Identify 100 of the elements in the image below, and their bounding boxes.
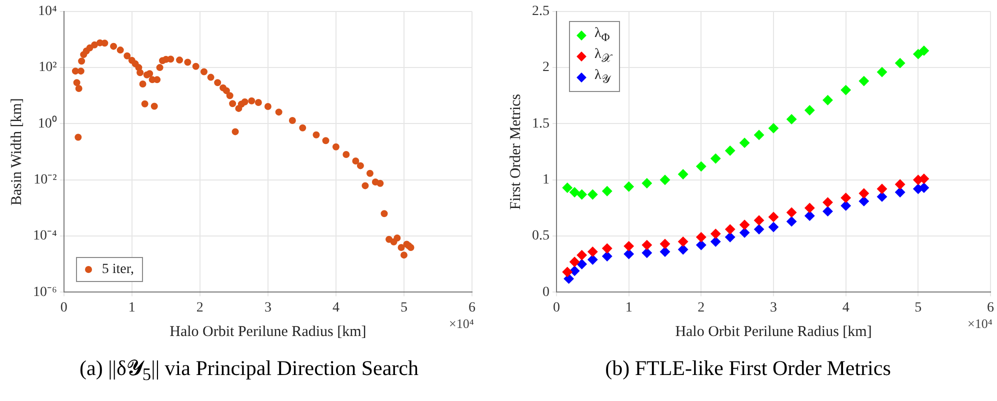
point [804,202,815,213]
legend-label: 5 iter, [102,261,134,278]
point [895,187,906,198]
point [740,228,750,238]
point [858,188,869,198]
point [570,187,580,198]
y-tick-label: 10⁻⁶ [32,284,57,300]
point [602,251,612,262]
point [588,254,598,265]
point [696,232,706,242]
point [696,240,706,250]
point [786,207,797,218]
point [895,58,906,68]
point [725,224,736,234]
y-tick-label: 10² [38,60,57,76]
point [678,244,688,255]
point [624,249,634,260]
y-axis-title: First Order Metrics [508,94,524,210]
point [710,154,721,164]
point [660,238,670,249]
x-tick-label: 6 [987,300,994,316]
text: (a) ||δ𝓨$_{5}$|| via Principal Direction Search [78,356,420,386]
point [562,182,572,193]
y-tick-label: 0.5 [532,228,550,244]
x-tick-label: 5 [400,300,408,316]
point [754,224,764,234]
x-tick-label: 0 [553,300,560,316]
y-tick-label: 1.5 [532,116,550,132]
point [576,259,587,270]
point [754,130,764,140]
text: ×10⁴ [968,316,992,332]
x-axis-title: Halo Orbit Perilune Radius [km] [675,324,872,340]
point [804,210,815,221]
point [678,169,688,180]
point [840,85,851,96]
point [588,246,598,257]
legend-label: λ$_{𝒴}$ [594,66,610,88]
point [840,200,851,211]
point [877,67,887,78]
point [570,256,580,267]
point [786,216,797,226]
point [562,266,572,277]
point [642,248,652,258]
point [877,184,887,194]
point [768,123,778,134]
point [710,236,721,247]
point [840,192,851,203]
y-tick-label: 2.5 [532,4,550,20]
x-axis-title: Halo Orbit Perilune Radius [km] [170,324,366,340]
point [588,189,598,200]
y-tick-label: 0 [542,284,550,300]
x-tick-label: 6 [468,300,476,316]
point [822,95,833,106]
x-tick-label: 4 [842,300,850,316]
text: ×10⁴ [449,316,474,332]
point [642,240,652,250]
x-tick-label: 3 [770,300,777,316]
point [624,182,634,192]
point [740,220,750,230]
y-axis-title: Basin Width [km] [8,98,25,206]
point [822,206,833,216]
legend-label: λ$_{𝒳}$ [594,46,612,67]
point [624,241,634,252]
point [918,46,929,56]
x-tick-label: 0 [60,300,68,316]
x-tick-label: 3 [264,300,272,316]
point [576,189,587,200]
point [660,174,670,185]
point [754,215,764,226]
x-tick-label: 5 [914,300,922,316]
point [822,197,833,208]
point [768,222,778,232]
point [895,179,906,190]
point [768,212,778,222]
point [602,243,612,254]
x-tick-label: 2 [196,300,204,316]
point [576,250,587,260]
point [725,146,736,156]
y-tick-label: 1 [542,172,550,188]
point [786,114,797,124]
point [913,49,924,60]
x-tick-label: 2 [698,300,705,316]
point [642,178,652,188]
point [678,236,688,247]
x-tick-label: 1 [128,300,136,316]
y-tick-label: 10⁴ [38,4,57,20]
y-tick-label: 10⁻⁴ [32,228,57,244]
point [740,138,750,148]
point [804,105,815,116]
legend-label: λ$_{Φ}$ [594,25,610,46]
y-tick-label: 10⁰ [38,115,57,132]
y-tick-label: 10⁻² [34,172,57,188]
point [696,161,706,172]
x-tick-label: 1 [625,300,632,316]
point [710,228,721,239]
point [602,186,612,196]
text: (b) FTLE-like First Order Metrics [604,356,892,381]
point [858,196,869,206]
y-tick-label: 2 [542,60,550,76]
point [858,76,869,86]
